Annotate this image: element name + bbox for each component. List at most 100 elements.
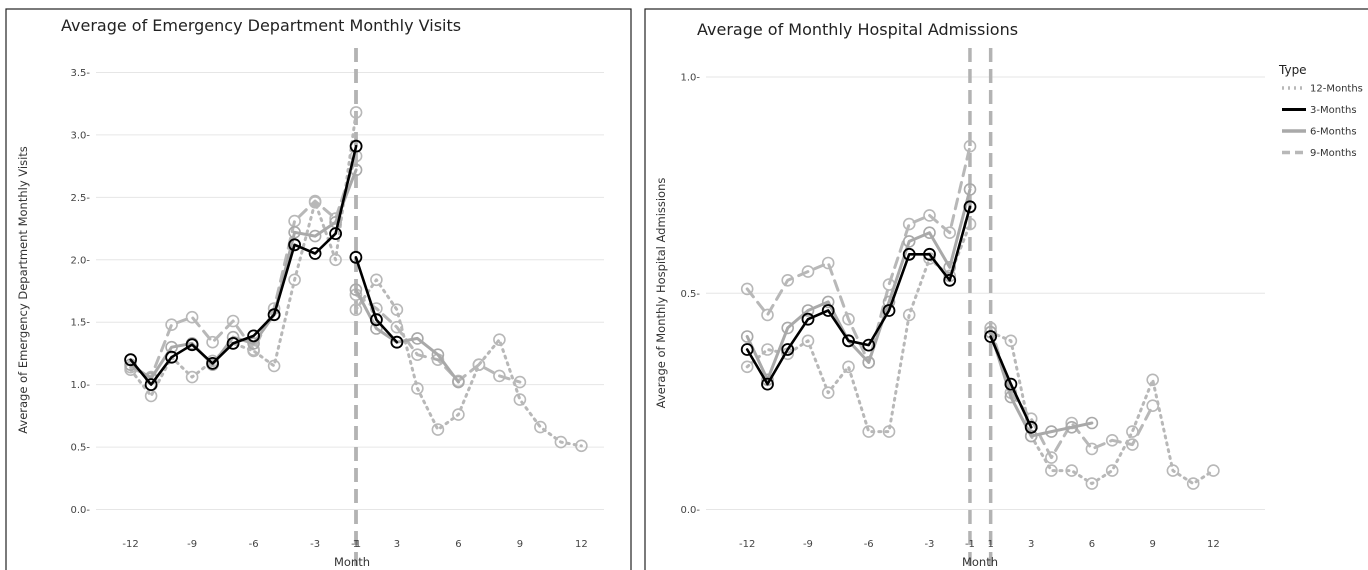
y-tick-labels: 0.0- 0.5- 1.0- 1.5- 2.0- 2.5- 3.0- 3.5- — [70, 68, 90, 516]
x-tick-label: 9 — [1149, 539, 1155, 550]
x-tick-label: -1 — [965, 539, 975, 550]
data-point — [472, 358, 486, 372]
panel-ed-visits: Average of Emergency Department Monthly … — [5, 8, 632, 570]
data-point — [288, 226, 301, 239]
data-point — [247, 337, 260, 350]
data-point — [902, 235, 916, 248]
data-point — [1024, 429, 1038, 443]
series-line — [745, 205, 972, 386]
data-point — [349, 250, 363, 264]
data-point — [390, 320, 404, 334]
data-point — [185, 338, 199, 352]
legend-title: Type — [1278, 63, 1307, 77]
data-point — [493, 369, 506, 383]
data-point — [801, 265, 815, 278]
data-point — [801, 334, 815, 348]
data-point — [801, 304, 815, 317]
data-point — [575, 439, 588, 453]
data-point — [124, 353, 138, 367]
legend-label: 3-Months — [1310, 105, 1357, 116]
series-12-months — [740, 217, 1220, 490]
data-point — [349, 106, 363, 119]
data-point — [1166, 464, 1180, 477]
x-tick-label: 12 — [1207, 539, 1220, 550]
y-tick-label: 2.0- — [70, 255, 90, 266]
x-tick-labels: -12 -9 -6 -3 -11 3 6 9 12 — [122, 539, 587, 550]
data-point — [206, 356, 220, 370]
y-tick-label: 0.0- — [680, 505, 700, 516]
x-tick-label: -1 — [351, 539, 361, 550]
data-point — [862, 356, 876, 369]
data-point — [923, 247, 936, 261]
data-point — [882, 304, 896, 317]
series-6-months — [740, 183, 1099, 443]
data-point — [963, 183, 977, 196]
data-point — [411, 382, 424, 395]
data-point — [740, 330, 754, 343]
x-tick-label: 6 — [1089, 539, 1095, 550]
data-point — [329, 227, 343, 241]
data-point — [842, 360, 855, 374]
data-point — [963, 200, 977, 214]
series-group — [124, 106, 588, 453]
x-tick-label: -9 — [803, 539, 813, 550]
legend-label: 9-Months — [1310, 148, 1357, 159]
data-point — [1045, 451, 1058, 464]
data-point — [431, 423, 445, 436]
x-axis-label: Month — [334, 555, 370, 569]
data-point — [1065, 464, 1078, 477]
data-point — [452, 408, 465, 421]
data-point — [267, 359, 281, 373]
y-axis-label: Average of Monthly Hospital Admissions — [654, 178, 668, 409]
data-point — [740, 343, 754, 356]
data-point — [761, 377, 774, 391]
data-point — [308, 247, 322, 260]
data-point — [411, 332, 424, 345]
data-point — [1085, 416, 1099, 430]
data-point — [144, 378, 158, 392]
data-point — [1146, 373, 1159, 387]
data-point — [431, 348, 445, 362]
series-line — [129, 144, 358, 386]
data-point — [923, 226, 936, 239]
data-point — [943, 260, 957, 274]
data-point — [740, 360, 754, 374]
data-point — [165, 340, 178, 354]
panel-border — [5, 8, 632, 570]
y-tick-label: 1.0- — [70, 380, 90, 391]
x-tick-label: 9 — [517, 539, 523, 550]
data-point — [226, 314, 240, 328]
x-axis-label: Month — [962, 555, 998, 569]
x-tick-label: 1 — [353, 539, 359, 550]
y-tick-label: 3.0- — [70, 130, 90, 141]
data-point — [452, 375, 465, 389]
data-point — [821, 295, 835, 309]
data-point — [1105, 464, 1119, 477]
series-line — [989, 330, 1094, 438]
data-point — [902, 308, 916, 322]
data-point — [1045, 425, 1058, 438]
series-3-months — [124, 139, 404, 392]
series-line — [129, 110, 358, 398]
data-point — [862, 338, 876, 352]
y-tick-labels: 0.0- 0.5- 1.0- — [680, 73, 700, 517]
data-point — [943, 273, 957, 287]
data-point — [781, 273, 795, 287]
data-point — [902, 217, 916, 231]
series-3-months — [740, 200, 1038, 434]
data-point — [493, 333, 506, 347]
series-9-months — [124, 149, 527, 389]
data-point — [390, 303, 404, 317]
data-point — [165, 318, 178, 332]
data-point — [1004, 377, 1018, 391]
data-point — [943, 226, 957, 239]
data-point — [308, 229, 322, 243]
y-tick-label: 1.0- — [680, 73, 700, 84]
data-point — [534, 420, 547, 434]
legend: Type 12-Months 3-Months 6-Months 9-Months — [1278, 63, 1363, 159]
data-point — [1004, 334, 1018, 348]
data-point — [370, 322, 383, 335]
legend-label: 6-Months — [1310, 127, 1357, 138]
